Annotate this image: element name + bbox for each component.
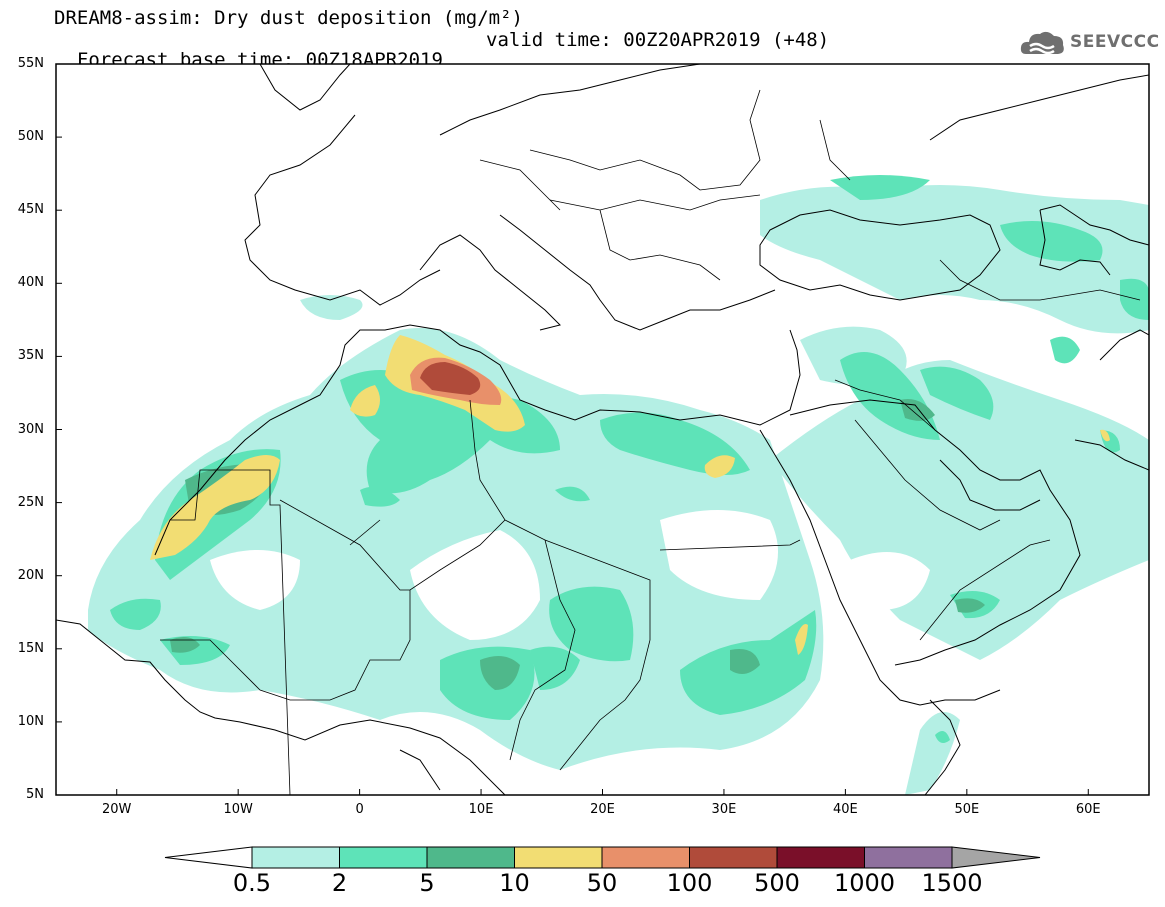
- colorbar-label-0.5: 0.5: [232, 869, 272, 897]
- lat-label-45N: 45N: [17, 202, 44, 218]
- cloud-logo-icon: [1020, 31, 1064, 55]
- lat-label-35N: 35N: [17, 348, 44, 364]
- lat-label-20N: 20N: [17, 567, 44, 583]
- lat-label-5N: 5N: [26, 787, 44, 802]
- lon-label-10W: 10W: [223, 802, 253, 817]
- colorbar-label-1500: 1500: [921, 869, 983, 897]
- logo-text: SEEVCCC: [1070, 32, 1160, 52]
- axis-ticks: [56, 63, 1089, 796]
- coastlines: [56, 64, 1149, 795]
- lat-label-25N: 25N: [17, 494, 44, 510]
- lat-label-50N: 50N: [17, 129, 44, 145]
- lon-label-0: 0: [355, 802, 364, 817]
- map-title: DREAM8-assim: Dry dust deposition (mg/m²…: [54, 7, 523, 29]
- lat-label-15N: 15N: [17, 640, 44, 656]
- country-borders: [160, 89, 1141, 795]
- colorbar-label-100: 100: [666, 869, 713, 897]
- lon-label-30E: 30E: [711, 802, 737, 817]
- lat-label-10N: 10N: [17, 713, 44, 729]
- valid-time-label: valid time: 00Z20APR2019 (+48): [486, 29, 830, 51]
- colorbar-label-50: 50: [586, 869, 618, 897]
- lat-label-55N: 55N: [17, 56, 44, 71]
- lon-label-10E: 10E: [468, 802, 494, 817]
- lat-label-40N: 40N: [17, 275, 44, 291]
- colorbar-label-2: 2: [331, 869, 348, 897]
- lon-label-20E: 20E: [590, 802, 615, 817]
- lon-label-20W: 20W: [102, 802, 132, 817]
- colorbar-label-500: 500: [754, 869, 800, 897]
- lat-label-30N: 30N: [17, 421, 44, 437]
- colorbar-label-1000: 1000: [833, 869, 896, 897]
- lon-label-60E: 60E: [1075, 802, 1101, 817]
- lon-label-40E: 40E: [832, 802, 858, 817]
- dust-deposition-map: [55, 63, 1150, 796]
- lon-label-50E: 50E: [954, 802, 980, 817]
- field-gaps: [210, 510, 930, 640]
- field-class-100: [420, 362, 481, 395]
- seevccc-logo: SEEVCCC: [1018, 26, 1160, 60]
- colorbar-label-5: 5: [419, 869, 435, 897]
- colorbar-label-10: 10: [499, 869, 530, 897]
- dust-fields: [56, 64, 1149, 795]
